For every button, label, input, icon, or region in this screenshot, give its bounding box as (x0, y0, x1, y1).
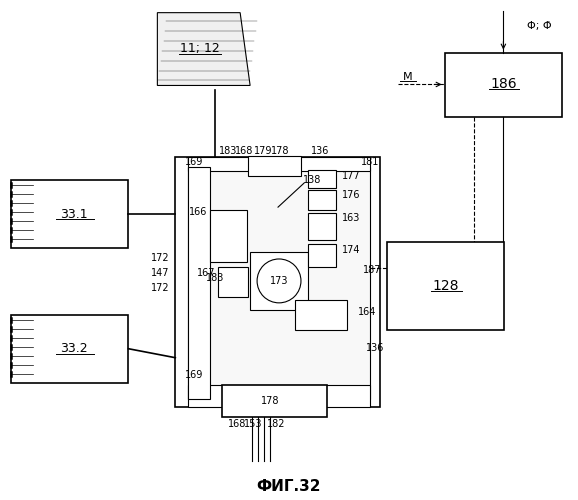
Text: Φ; Φ̇: Φ; Φ̇ (527, 20, 552, 30)
Text: 186: 186 (490, 78, 517, 92)
Text: 178: 178 (261, 396, 279, 406)
Text: 169: 169 (185, 157, 203, 167)
Bar (11, 180, 128, 248)
Bar (11, 315, 128, 382)
Bar (218, 267, 248, 297)
Text: 147: 147 (151, 268, 169, 278)
Bar (188, 167, 370, 398)
Text: 174: 174 (342, 245, 360, 255)
Text: 181: 181 (361, 157, 379, 167)
Text: 11; 12: 11; 12 (180, 42, 220, 55)
Bar (308, 213, 336, 240)
Text: 173: 173 (270, 276, 288, 286)
Text: 136: 136 (365, 342, 384, 352)
Text: 136: 136 (311, 146, 329, 156)
Bar (387, 242, 505, 330)
Text: M: M (403, 72, 413, 83)
Text: 178: 178 (271, 146, 289, 156)
Text: 187: 187 (362, 265, 381, 275)
Bar (188, 167, 210, 398)
Text: 167: 167 (197, 268, 215, 278)
Text: 169: 169 (185, 370, 203, 380)
Bar (444, 52, 562, 118)
Text: 153: 153 (244, 418, 262, 428)
Bar (250, 252, 308, 310)
Text: 176: 176 (342, 190, 360, 200)
Text: 128: 128 (432, 279, 459, 293)
Bar (295, 300, 347, 330)
Bar (308, 190, 336, 210)
Polygon shape (157, 12, 250, 86)
Text: 138: 138 (303, 175, 321, 185)
Bar (248, 156, 301, 176)
Bar (210, 210, 247, 262)
Text: 163: 163 (342, 213, 360, 223)
Text: 33.2: 33.2 (60, 342, 87, 355)
Text: 33.1: 33.1 (60, 208, 87, 220)
Bar (175, 158, 380, 406)
Bar (308, 170, 336, 188)
Text: 182: 182 (267, 418, 286, 428)
Bar (188, 158, 370, 171)
Text: 183: 183 (206, 273, 224, 283)
Bar (308, 244, 336, 267)
Text: 164: 164 (358, 307, 376, 317)
Text: 177: 177 (342, 171, 361, 181)
Text: 168: 168 (228, 418, 246, 428)
Text: 179: 179 (254, 146, 272, 156)
Bar (222, 384, 327, 416)
Text: 168: 168 (235, 146, 253, 156)
Bar (188, 384, 370, 406)
Text: 166: 166 (189, 207, 208, 217)
Text: 172: 172 (151, 253, 170, 263)
Text: 183: 183 (219, 146, 238, 156)
Text: ФИГ.32: ФИГ.32 (257, 479, 321, 494)
Text: 172: 172 (151, 283, 170, 293)
